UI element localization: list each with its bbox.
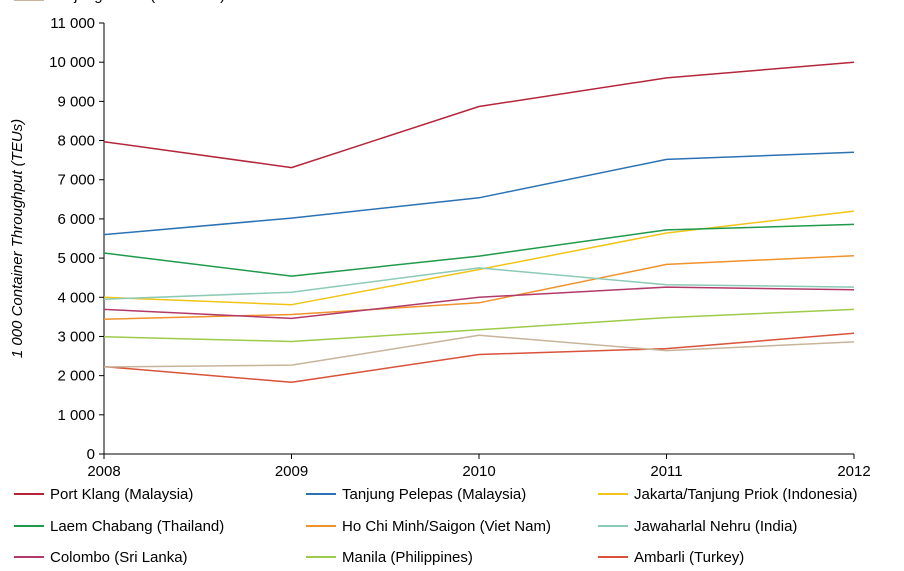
y-tick-label: 5 000 — [57, 250, 95, 267]
y-tick-label: 2 000 — [57, 368, 95, 385]
y-tick-label: 3 000 — [57, 328, 95, 345]
legend-label: Jawaharlal Nehru (India) — [634, 518, 797, 535]
legend-label: Laem Chabang (Thailand) — [50, 518, 224, 535]
series-line-1 — [103, 61, 855, 169]
y-tick-label: 10 000 — [49, 54, 95, 71]
series-line-10 — [103, 334, 855, 368]
series-line-6 — [103, 267, 855, 300]
legend-label: Colombo (Sri Lanka) — [50, 549, 188, 566]
series-line-2 — [103, 151, 855, 236]
legend-label: Ambarli (Turkey) — [634, 549, 744, 566]
x-tick-label: 2010 — [462, 463, 495, 480]
y-tick-label: 6 000 — [57, 211, 95, 228]
series-line-4 — [103, 223, 855, 277]
series-line-8 — [103, 308, 855, 343]
y-tick-label: 11 000 — [50, 15, 95, 32]
y-tick-label: 7 000 — [57, 172, 95, 189]
series-line-7 — [103, 286, 855, 320]
y-axis-label: 1 000 Container Throughput (TEUs) — [9, 119, 26, 358]
legend: Port Klang (Malaysia) Tanjung Pelepas (Ma… — [14, 0, 857, 566]
y-tick-label: 4 000 — [57, 289, 95, 306]
legend-label: Manila (Philippines) — [342, 549, 473, 566]
legend-label: Jakarta/Tanjung Priok (Indonesia) — [634, 486, 857, 503]
legend-label: Ho Chi Minh/Saigon (Viet Nam) — [342, 518, 551, 535]
x-tick-label: 2009 — [275, 463, 308, 480]
y-tick-label: 0 — [87, 446, 95, 463]
y-tick-label: 8 000 — [57, 133, 95, 150]
y-tick-label: 1 000 — [57, 407, 95, 424]
axes: 0 1 000 2 000 3 000 4 000 5 000 6 000 7 000 8 00… — [49, 15, 871, 480]
series-line-3 — [103, 210, 855, 306]
series-line-9 — [103, 332, 855, 384]
x-tick-label: 2012 — [837, 463, 870, 480]
series-lines — [103, 61, 855, 384]
legend-label: Port Klang (Malaysia) — [50, 486, 193, 503]
x-tick-label: 2011 — [650, 463, 682, 480]
legend-label: Tanjung Perak (Indonesia) — [50, 0, 225, 4]
legend-label: Tanjung Pelepas (Malaysia) — [342, 486, 526, 503]
y-tick-label: 9 000 — [57, 93, 95, 110]
x-tick-label: 2008 — [87, 463, 120, 480]
